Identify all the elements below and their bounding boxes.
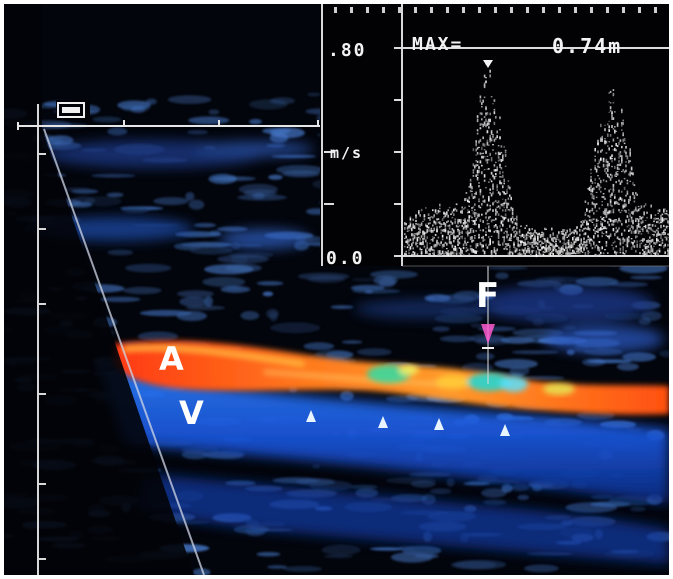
arrowhead-marker (306, 410, 316, 422)
arrowhead-marker (378, 416, 388, 428)
focus-marker-label: F (476, 276, 500, 316)
vein-label: V (179, 394, 204, 432)
artery-label: A (159, 340, 184, 378)
scale-top-label: .80 (328, 40, 367, 61)
max-label: MAX= (412, 34, 464, 55)
max-value: 0.74m (552, 34, 623, 58)
velocity-unit-label: m/s (330, 144, 364, 162)
arrowhead-marker (500, 424, 510, 436)
scale-bottom-label: 0.0 (326, 248, 365, 269)
spectral-doppler-panel (320, 4, 669, 267)
arrowhead-marker (434, 418, 444, 430)
ultrasound-image: .80 MAX= 0.74m m/s 0.0 F A V (4, 4, 669, 575)
